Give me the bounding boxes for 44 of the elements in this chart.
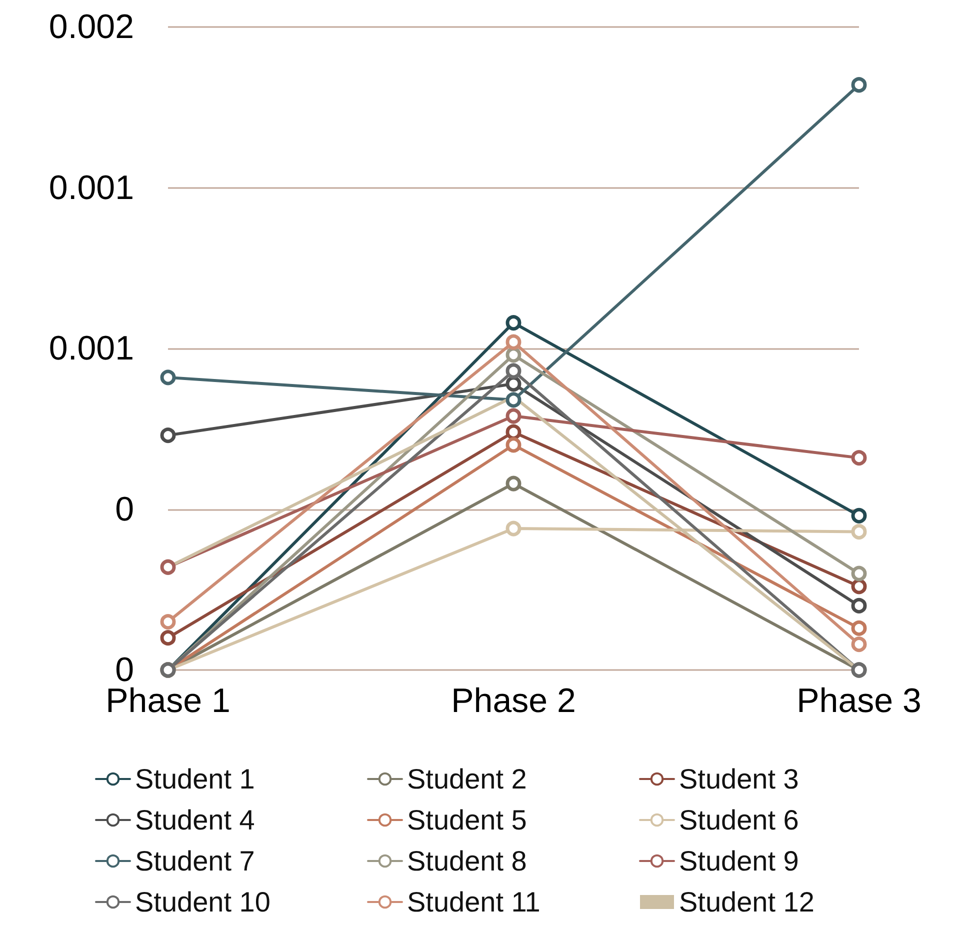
legend-label: Student 3 (679, 764, 799, 794)
legend-label: Student 11 (407, 886, 540, 918)
point (506, 334, 522, 350)
x-tick-label: Phase 1 (106, 682, 230, 720)
y-tick-label: 0.001 (48, 168, 134, 207)
y-tick-label: 0.001 (48, 330, 134, 368)
y-tick-label: 0.002 (48, 8, 134, 46)
point (851, 620, 867, 636)
point (851, 524, 867, 540)
point (851, 77, 867, 93)
point (160, 559, 176, 575)
legend-label: Student 10 (135, 886, 270, 918)
y-tick-label: 0 (115, 490, 134, 528)
x-tick-label: Phase 3 (796, 682, 922, 720)
point (506, 437, 522, 453)
point (506, 363, 522, 379)
point (506, 424, 522, 440)
legend-label: Student 6 (679, 804, 799, 836)
point (506, 476, 522, 492)
legend-label: Student 7 (135, 846, 255, 876)
point (851, 508, 867, 524)
point (851, 450, 867, 466)
point (160, 428, 176, 444)
legend-label: Student 9 (679, 846, 799, 876)
point (506, 408, 522, 424)
legend-label: Student 4 (135, 804, 255, 836)
point (506, 347, 522, 363)
point (851, 598, 867, 614)
point (851, 566, 867, 582)
point (506, 392, 522, 408)
point (506, 376, 522, 392)
point (160, 614, 176, 630)
legend-label: Student 12 (679, 886, 814, 918)
legend-label: Student 1 (135, 764, 255, 794)
point (851, 578, 867, 594)
legend-label: Student 8 (407, 846, 527, 876)
point (506, 315, 522, 331)
legend-label: Student 5 (407, 804, 527, 836)
point (851, 636, 867, 652)
point (160, 630, 176, 646)
point (506, 520, 522, 536)
point (160, 370, 176, 386)
legend-label: Student 2 (407, 764, 527, 794)
x-tick-label: Phase 2 (451, 682, 576, 720)
